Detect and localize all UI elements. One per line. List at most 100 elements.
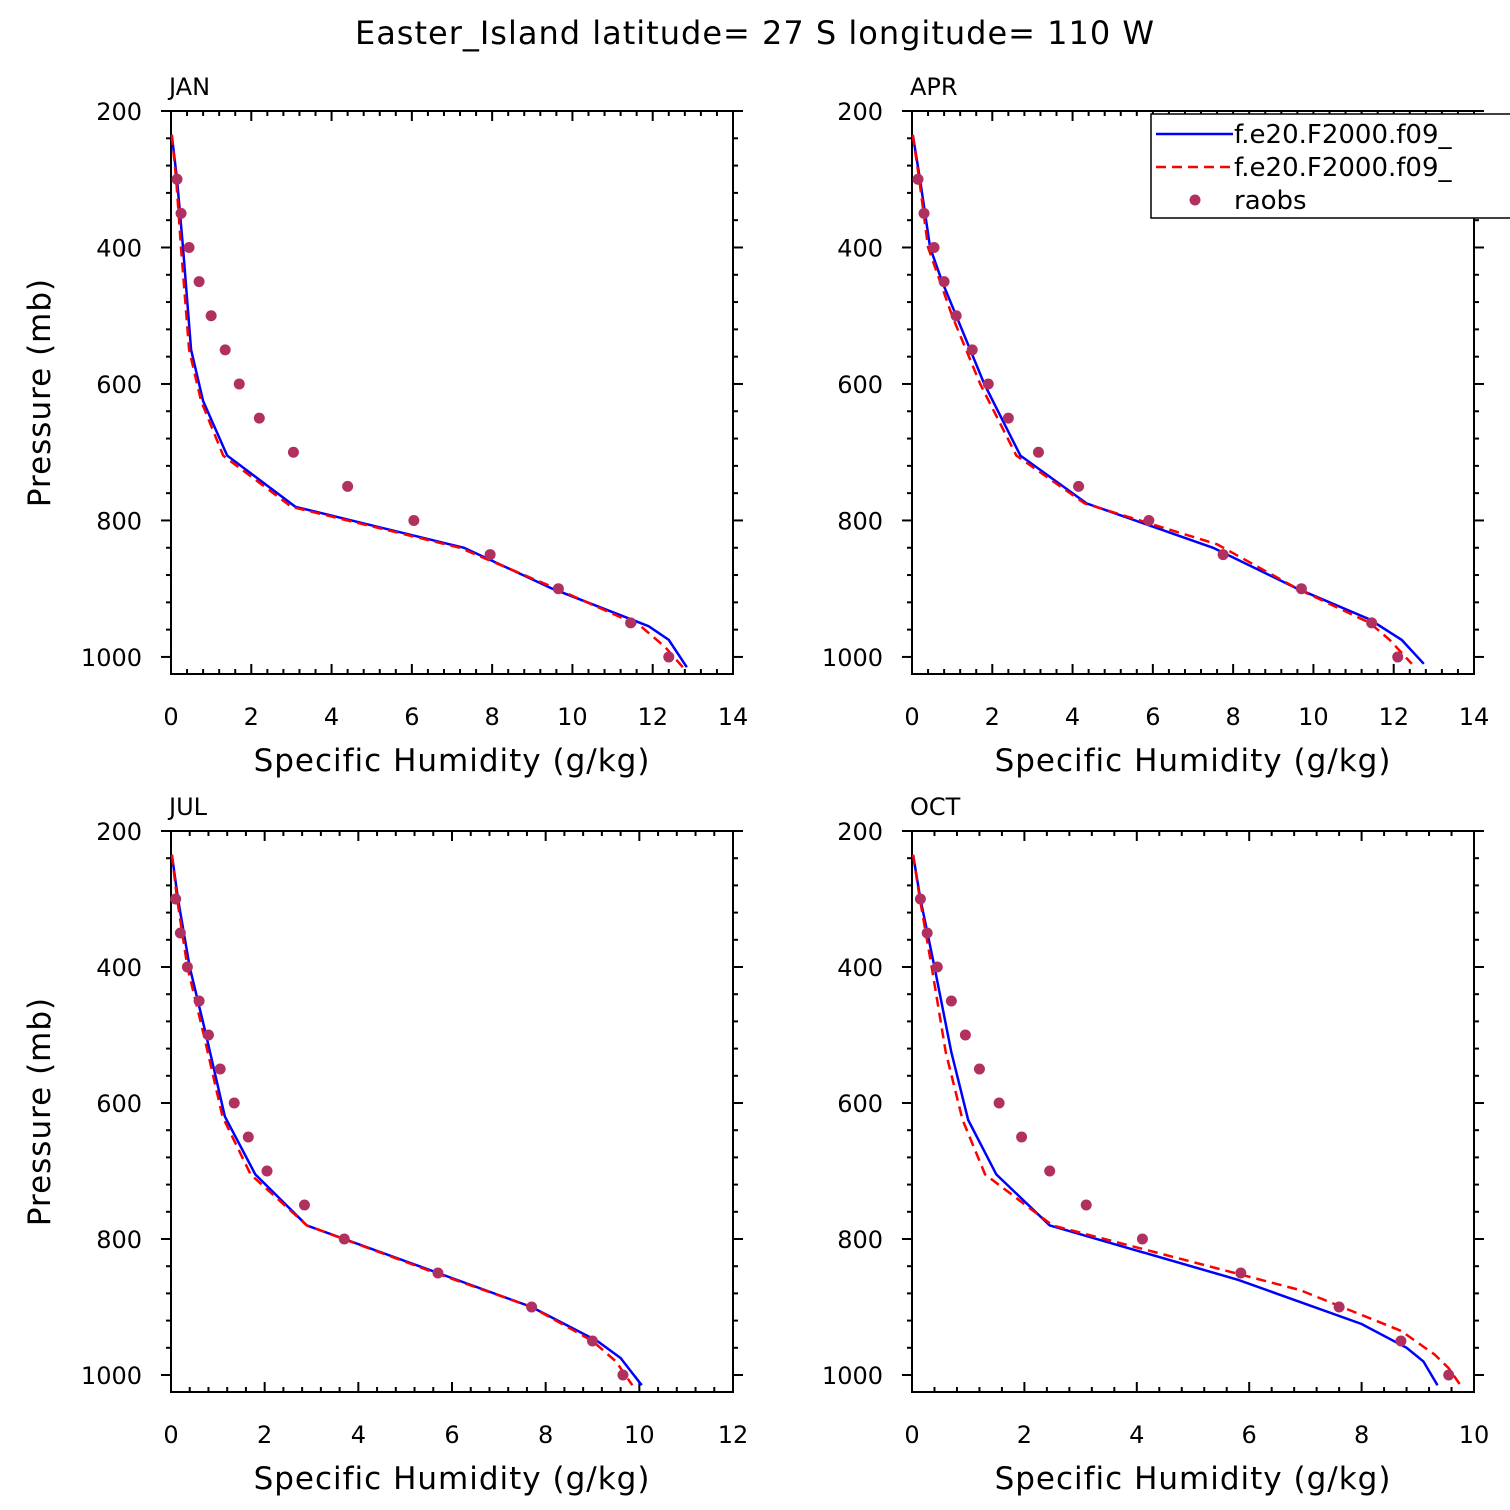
x-tick-label: 0 — [904, 703, 919, 731]
plot-frame — [170, 830, 734, 1393]
raobs-point — [408, 514, 420, 526]
raobs-point — [552, 583, 564, 595]
raobs-point — [1295, 583, 1307, 595]
x-tick-label: 14 — [1459, 703, 1490, 731]
x-tick-label: 6 — [1242, 1421, 1257, 1449]
raobs-point — [973, 1063, 985, 1075]
raobs-point — [1136, 1233, 1148, 1245]
panel-oct: OCT 0 2 4 6 8 10 200 400 600 800 1000 Specific Humid… — [822, 793, 1489, 1497]
raobs-point — [174, 927, 186, 939]
raobs-point — [484, 549, 496, 561]
legend-marker — [1189, 194, 1201, 206]
x-tick-label: 14 — [718, 703, 749, 731]
raobs-point — [928, 241, 940, 253]
y-tick-label: 400 — [837, 954, 883, 982]
raobs-point — [945, 995, 957, 1007]
raobs-point — [242, 1131, 254, 1143]
raobs-point — [912, 173, 924, 185]
x-tick-label: 8 — [1226, 703, 1241, 731]
y-tick-label: 1000 — [81, 644, 142, 672]
y-tick-label: 400 — [96, 234, 142, 262]
plot-frame — [911, 830, 1475, 1393]
x-tick-label: 12 — [718, 1421, 749, 1449]
x-axis-title: Specific Humidity (g/kg) — [995, 1461, 1392, 1497]
y-tick-label: 800 — [837, 507, 883, 535]
x-tick-label: 12 — [1378, 703, 1409, 731]
x-tick-label: 6 — [404, 703, 419, 731]
raobs-point — [1002, 412, 1014, 424]
raobs-point — [1333, 1301, 1345, 1313]
raobs-point — [1443, 1369, 1455, 1381]
raobs-point — [1032, 446, 1044, 458]
legend-label: f.e20.F2000.f09_ — [1234, 120, 1452, 150]
panel-jan: JAN 0 2 4 6 8 10 12 14 200 400 600 800 1000 Specific H… — [22, 73, 748, 779]
x-tick-label: 10 — [1298, 703, 1329, 731]
x-tick-label: 6 — [1145, 703, 1160, 731]
raobs-point — [338, 1233, 350, 1245]
panel-label: OCT — [910, 793, 961, 821]
x-axis-title: Specific Humidity (g/kg) — [254, 1461, 651, 1497]
y-tick-label: 400 — [837, 234, 883, 262]
figure-title: Easter_Island latitude= 27 S longitude= … — [355, 14, 1155, 52]
series-2-line — [170, 854, 634, 1386]
raobs-point — [663, 651, 675, 663]
x-axis-title: Specific Humidity (g/kg) — [254, 743, 651, 779]
y-axis-title: Pressure (mb) — [22, 997, 58, 1226]
panel-label: JUL — [167, 793, 208, 821]
x-tick-label: 2 — [985, 703, 1000, 731]
raobs-point — [193, 276, 205, 288]
y-tick-label: 1000 — [822, 1362, 883, 1390]
panel-label: APR — [910, 73, 958, 101]
raobs-point — [959, 1029, 971, 1041]
raobs-point — [228, 1097, 240, 1109]
raobs-point — [171, 173, 183, 185]
raobs-point — [432, 1267, 444, 1279]
x-tick-label: 10 — [624, 1421, 655, 1449]
raobs-point — [219, 344, 231, 356]
y-tick-label: 200 — [837, 98, 883, 126]
raobs-point — [1366, 617, 1378, 629]
raobs-point — [617, 1369, 629, 1381]
raobs-point — [587, 1335, 598, 1347]
raobs-point — [526, 1301, 538, 1313]
raobs-point — [982, 378, 994, 390]
raobs-point — [193, 995, 205, 1007]
y-tick-label: 200 — [837, 818, 883, 846]
x-tick-label: 4 — [351, 1421, 366, 1449]
y-tick-label: 800 — [837, 1226, 883, 1254]
raobs-point — [214, 1063, 226, 1075]
y-tick-label: 400 — [96, 954, 142, 982]
raobs-point — [993, 1097, 1005, 1109]
y-tick-label: 1000 — [822, 644, 883, 672]
raobs-point — [253, 412, 265, 424]
panel-jul: JUL 0 2 4 6 8 10 12 200 400 600 800 1000 Specific Hum… — [22, 793, 748, 1497]
raobs-point — [1073, 480, 1085, 492]
raobs-point — [950, 310, 962, 322]
raobs-point — [202, 1029, 214, 1041]
raobs-point — [181, 961, 193, 973]
raobs-point — [938, 276, 950, 288]
raobs-point — [1217, 549, 1229, 561]
raobs-point — [1392, 651, 1404, 663]
raobs-point — [342, 480, 354, 492]
y-axis-title: Pressure (mb) — [22, 278, 58, 507]
y-tick-label: 800 — [96, 507, 142, 535]
x-tick-label: 0 — [904, 1421, 919, 1449]
raobs-point — [921, 927, 933, 939]
x-tick-label: 8 — [485, 703, 500, 731]
raobs-point — [175, 207, 187, 219]
series-1-line — [170, 134, 688, 668]
y-tick-label: 600 — [837, 371, 883, 399]
raobs-point — [1143, 514, 1155, 526]
raobs-point — [298, 1199, 310, 1211]
raobs-point — [918, 207, 930, 219]
x-tick-label: 2 — [244, 703, 259, 731]
x-tick-label: 4 — [1065, 703, 1080, 731]
x-tick-label: 2 — [1017, 1421, 1032, 1449]
series-1-line — [911, 854, 1439, 1386]
series-1-line — [170, 854, 643, 1386]
series-2-line — [170, 134, 684, 669]
raobs-point — [1044, 1165, 1056, 1177]
y-tick-label: 200 — [96, 98, 142, 126]
